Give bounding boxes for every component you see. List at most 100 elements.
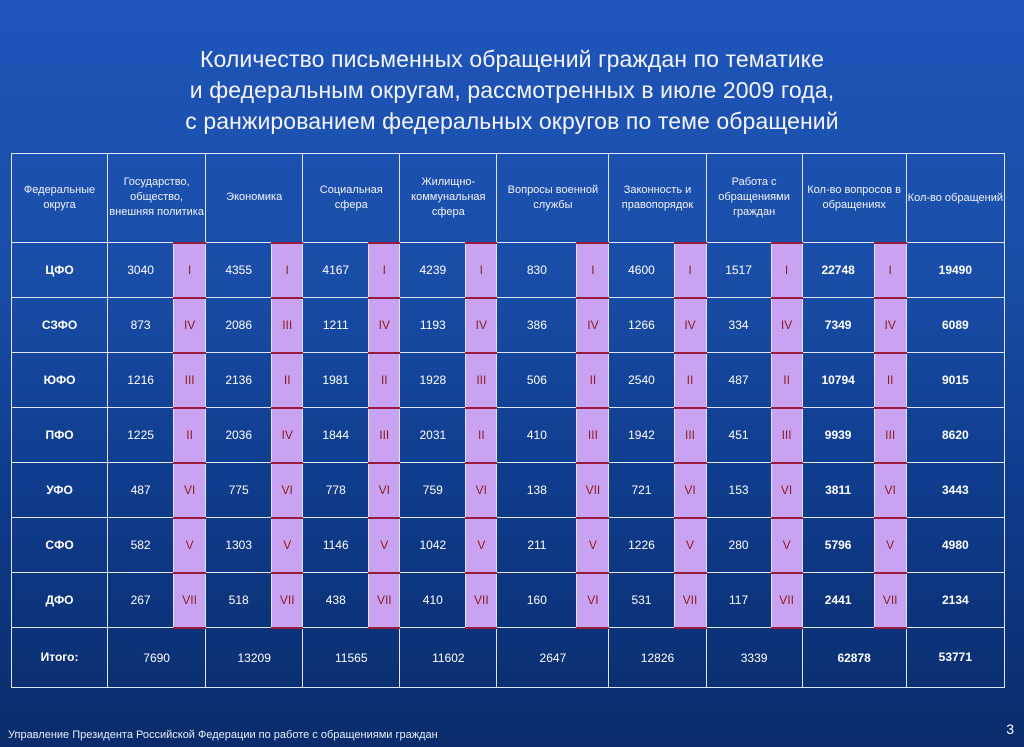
value-cell: 4239 [399, 242, 467, 298]
value-cell: 487 [107, 462, 175, 518]
value-cell: 22748 [801, 242, 875, 298]
rank-cell: I [770, 241, 803, 299]
value-cell: 4355 [205, 242, 273, 298]
rank-cell: VI [271, 461, 304, 519]
totals-row: Итого: 7690 13209 11565 11602 2647 12826 3339 62… [10, 627, 1006, 688]
table-row: ЦФО 3040 I 4355 I 4167 I 4239 I 830 I 4600 I 1517 I 227… [10, 241, 1006, 299]
header-cell: Социальная сфера [302, 153, 401, 243]
rank-cell: V [465, 516, 498, 574]
rank-cell: I [576, 241, 610, 299]
value-cell: 2086 [205, 297, 273, 353]
totals-value-cell: 2647 [496, 627, 610, 688]
rank-cell: VII [673, 571, 707, 629]
value-cell: 1981 [302, 352, 370, 408]
value-cell: 9939 [801, 407, 875, 463]
rank-cell: III [173, 351, 207, 409]
rank-cell: III [368, 406, 401, 464]
rank-cell: I [465, 241, 498, 299]
value-cell: 518 [205, 572, 273, 628]
rank-cell: V [368, 516, 401, 574]
rank-cell: VII [770, 571, 803, 629]
value-cell: 582 [107, 517, 175, 573]
value-cell: 830 [496, 242, 578, 298]
value-cell: 3040 [107, 242, 175, 298]
value-cell: 160 [496, 572, 578, 628]
rank-cell: V [673, 516, 707, 574]
value-cell: 410 [496, 407, 578, 463]
value-cell: 267 [107, 572, 175, 628]
totals-value-cell: 11602 [399, 627, 498, 688]
value-cell: 531 [608, 572, 675, 628]
rank-cell: VII [465, 571, 498, 629]
title-line-3: с ранжированием федеральных округов по т… [185, 108, 839, 134]
value-cell: 4600 [608, 242, 675, 298]
rank-cell: VI [173, 461, 207, 519]
value-cell: 778 [302, 462, 370, 518]
value-cell: 280 [705, 517, 772, 573]
rank-cell: VII [368, 571, 401, 629]
totals-value-cell: 3339 [705, 627, 803, 688]
value-cell: 2441 [801, 572, 875, 628]
rank-cell: VI [465, 461, 498, 519]
region-cell: СФО [10, 517, 109, 573]
value-cell: 1193 [399, 297, 467, 353]
rank-cell: IV [368, 296, 401, 354]
rank-cell: V [173, 516, 207, 574]
rank-cell: V [271, 516, 304, 574]
rank-cell: II [173, 406, 207, 464]
value-cell: 487 [705, 352, 772, 408]
value-cell: 1216 [107, 352, 175, 408]
appeals-table: Федеральные округа Государство, общество… [10, 153, 1006, 688]
value-cell: 1225 [107, 407, 175, 463]
rank-cell: VII [873, 571, 907, 629]
value-cell: 1042 [399, 517, 467, 573]
table-row: УФО 487 VI 775 VI 778 VI 759 VI 138 VII 721 VI 153 VI 3… [10, 461, 1006, 519]
header-cell: Работа с обращениями граждан [705, 153, 803, 243]
rank-cell: III [576, 406, 610, 464]
rank-cell: III [673, 406, 707, 464]
value-cell: 506 [496, 352, 578, 408]
rank-cell: VII [271, 571, 304, 629]
totals-value-cell: 7690 [107, 627, 207, 688]
value-cell: 1226 [608, 517, 675, 573]
header-cell: Федеральные округа [10, 153, 109, 243]
value-cell: 2136 [205, 352, 273, 408]
table-row: СЗФО 873 IV 2086 III 1211 IV 1193 IV 386 IV 1266 IV 3… [10, 296, 1006, 354]
rank-cell: VI [673, 461, 707, 519]
region-cell: СЗФО [10, 297, 109, 353]
value-cell: 1844 [302, 407, 370, 463]
total-cell: 4980 [905, 517, 1006, 573]
rank-cell: IV [271, 406, 304, 464]
slide-title: Количество письменных обращений граждан … [0, 44, 1024, 137]
totals-label: Итого: [10, 627, 109, 688]
rank-cell: II [368, 351, 401, 409]
value-cell: 1266 [608, 297, 675, 353]
header-cell: Вопросы военной службы [496, 153, 610, 243]
rank-cell: I [173, 241, 207, 299]
value-cell: 117 [705, 572, 772, 628]
value-cell: 386 [496, 297, 578, 353]
totals-value-cell: 13209 [205, 627, 304, 688]
header-row: Федеральные округа Государство, общество… [10, 153, 1006, 243]
rank-cell: V [576, 516, 610, 574]
totals-value-cell: 62878 [801, 627, 907, 688]
value-cell: 2036 [205, 407, 273, 463]
value-cell: 410 [399, 572, 467, 628]
rank-cell: I [368, 241, 401, 299]
region-cell: УФО [10, 462, 109, 518]
header-cell: Кол-во обращений [905, 153, 1006, 243]
rank-cell: II [271, 351, 304, 409]
header-cell: Кол-во вопросов в обращениях [801, 153, 907, 243]
value-cell: 1928 [399, 352, 467, 408]
rank-cell: VI [873, 461, 907, 519]
rank-cell: VII [173, 571, 207, 629]
value-cell: 3811 [801, 462, 875, 518]
rank-cell: V [770, 516, 803, 574]
header-cell: Экономика [205, 153, 304, 243]
totals-value-cell: 11565 [302, 627, 401, 688]
rank-cell: I [271, 241, 304, 299]
value-cell: 1303 [205, 517, 273, 573]
value-cell: 759 [399, 462, 467, 518]
rank-cell: IV [576, 296, 610, 354]
rank-cell: III [873, 406, 907, 464]
